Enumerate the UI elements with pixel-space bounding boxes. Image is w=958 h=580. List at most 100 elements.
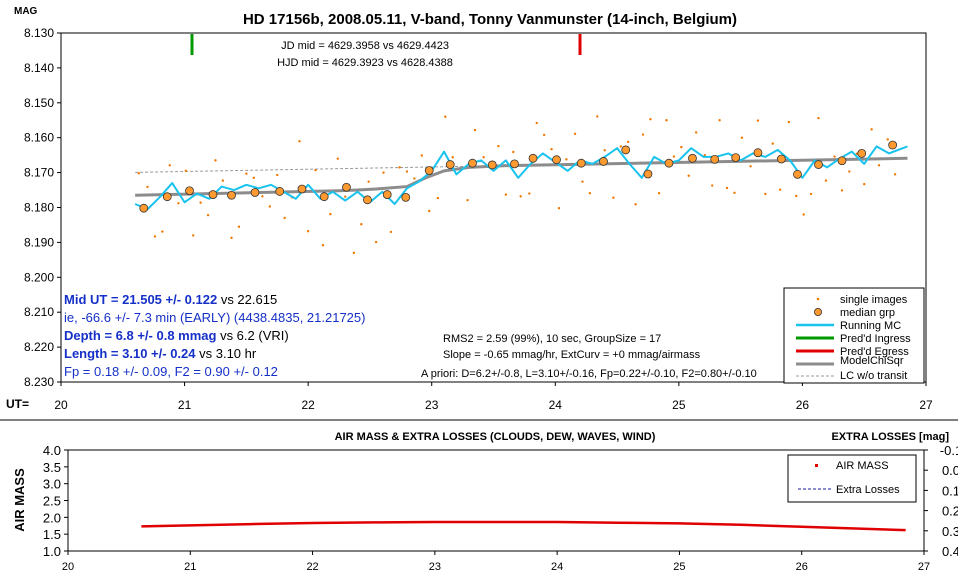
fit-result-length: Length = 3.10 +/- 0.24 vs 3.10 hr [64,346,257,361]
legend-label-lc-wo: LC w/o transit [840,370,907,382]
top-x-tick-label: 25 [672,398,686,412]
top-legend-box [783,287,925,384]
single-image-point [214,159,217,162]
single-image-point [428,209,431,213]
y-axis-label-mag: MAG [14,6,38,17]
legend-label-extra-losses: Extra Losses [836,484,900,496]
running-mc-line [134,145,908,211]
single-image-point [261,195,264,198]
legend-marker-airmass [815,464,818,467]
median-group-point [363,195,372,205]
single-image-point [168,164,171,167]
median-group-point [227,190,236,200]
single-image-point [528,192,531,195]
stats-apriori: A priori: D=6.2+/-0.8, L=3.10+/-0.16, Fp… [421,368,757,380]
top-y-tick-label: 8.160 [24,131,54,145]
single-image-point [657,191,661,195]
single-image-point [665,119,668,122]
extra-losses-y-tick-label: 0.2 [942,504,958,519]
single-image-point [314,168,317,172]
top-x-ticks: 20 21 22 23 24 25 26 27 [54,382,933,412]
extra-losses-y-tick-label: 0.4 [942,544,958,559]
bottom-x-tick-label: 23 [429,561,441,573]
single-image-point [809,192,813,196]
single-image-point [725,186,729,190]
extra-losses-y-tick-label: 0.1 [942,483,958,498]
single-image-point [619,145,622,148]
single-image-point [824,179,828,182]
single-image-point [519,195,522,198]
single-image-point [833,155,836,158]
median-group-series [139,140,898,213]
single-image-point [192,234,195,237]
bottom-x-tick-label: 21 [184,561,196,573]
airmass-series [141,520,906,532]
single-image-point [306,230,310,233]
top-x-tick-label: 22 [301,398,315,412]
single-image-point [550,148,553,151]
legend-marker-single [816,297,820,301]
top-x-tick-label: 27 [919,398,933,412]
x-axis-prefix-ut: UT= [6,397,29,411]
fit-result-length-main: Length = 3.10 +/- 0.24 [64,346,196,361]
bottom-x-tick-label: 27 [918,561,930,573]
single-image-point [694,131,698,134]
top-x-tick-label: 23 [425,398,439,412]
single-image-point [596,115,599,118]
median-group-point [888,140,898,150]
median-group-point [576,158,586,168]
legend-label-running: Running MC [840,320,901,332]
median-group-point [185,186,194,196]
fit-result-offset-text: ie, -66.6 +/- 7.3 min (EARLY) (4438.4835… [64,310,365,325]
extra-losses-y-tick-label: 0.3 [942,524,958,539]
single-image-point [778,188,782,191]
single-image-point [840,189,844,192]
single-image-point [161,230,164,233]
legend-label-single: single images [840,294,908,306]
airmass-y-tick-label: 2.0 [43,510,61,525]
median-group-point [468,158,477,168]
bottom-x-tick-label: 22 [306,561,318,573]
single-image-point [634,203,637,206]
legend-label-ingress: Pred'd Ingress [840,333,911,345]
single-image-point [153,235,157,238]
bottom-x-tick-label: 20 [62,561,74,573]
fit-result-mid-ut-compare: vs 22.615 [217,292,277,307]
single-image-point [268,205,272,208]
fit-result-mid-ut: Mid UT = 21.505 +/- 0.122 vs 22.615 [64,292,277,307]
fit-result-fp: Fp = 0.18 +/- 0.09, F2 = 0.90 +/- 0.12 [64,364,278,379]
single-image-point [329,212,332,216]
single-image-point [649,118,652,121]
single-image-point [473,128,477,132]
median-group-point [814,160,823,169]
median-group-point [424,166,434,175]
median-group-point [510,159,519,169]
single-image-point [581,180,584,183]
running-mc-series [134,145,908,211]
median-group-point [275,187,285,196]
single-image-point [245,172,248,175]
extra-losses-y-ticks: -0.1 0.0 0.1 0.2 0.3 0.4 [924,443,958,559]
single-image-point [877,164,881,167]
single-image-point [680,145,683,149]
single-image-point [352,251,356,255]
median-group-point [487,160,497,170]
single-image-point [321,243,325,247]
single-image-point [298,139,301,143]
single-image-point [542,133,546,137]
median-group-point [688,153,697,163]
top-y-tick-label: 8.190 [24,235,54,249]
airmass-y-tick-label: 3.0 [43,477,61,492]
single-image-point [603,149,606,152]
median-group-point [319,192,329,202]
stats-slope: Slope = -0.65 mmag/hr, ExtCurv = +0 mmag… [443,349,701,361]
top-x-tick-label: 21 [178,398,192,412]
single-image-point [626,140,630,144]
single-image-point [398,166,401,169]
fit-result-offset: ie, -66.6 +/- 7.3 min (EARLY) (4438.4835… [64,310,365,325]
median-group-point [382,190,392,199]
median-group-point [162,192,172,202]
median-group-point [664,158,674,168]
single-image-point [817,116,820,120]
single-image-point [444,115,447,118]
